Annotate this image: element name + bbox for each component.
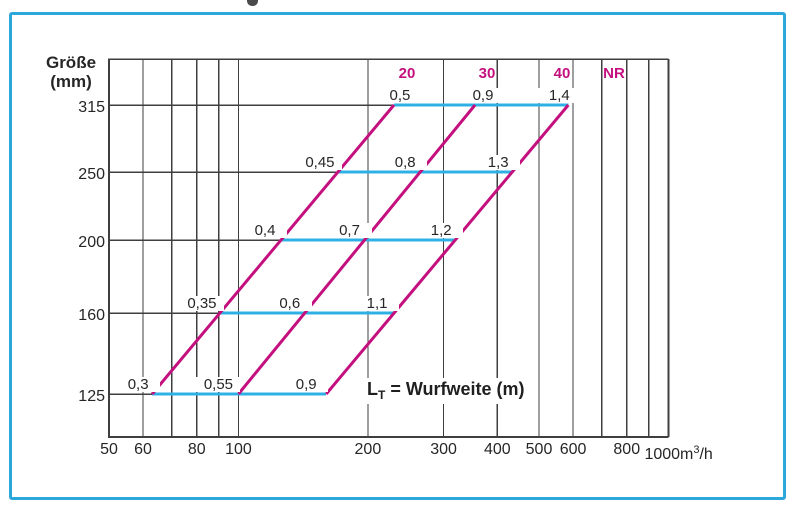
curve-line-20 xyxy=(151,104,396,395)
legend-symbol-subscript: T xyxy=(378,388,386,402)
legend-text: = Wurfweite (m) xyxy=(385,379,525,399)
diagram-border-frame xyxy=(9,12,786,500)
curve-line-30 xyxy=(237,104,477,395)
y-axis-title-line1: Größe xyxy=(45,53,97,72)
throw-distance-legend: LT = Wurfweite (m) xyxy=(363,378,530,404)
y-axis-title: Größe (mm) xyxy=(30,53,112,91)
y-axis-title-line2: (mm) xyxy=(50,72,92,91)
legend-symbol: LT xyxy=(367,379,386,402)
curve-line-40 xyxy=(325,104,570,395)
cropped-title-fragment xyxy=(247,0,258,6)
